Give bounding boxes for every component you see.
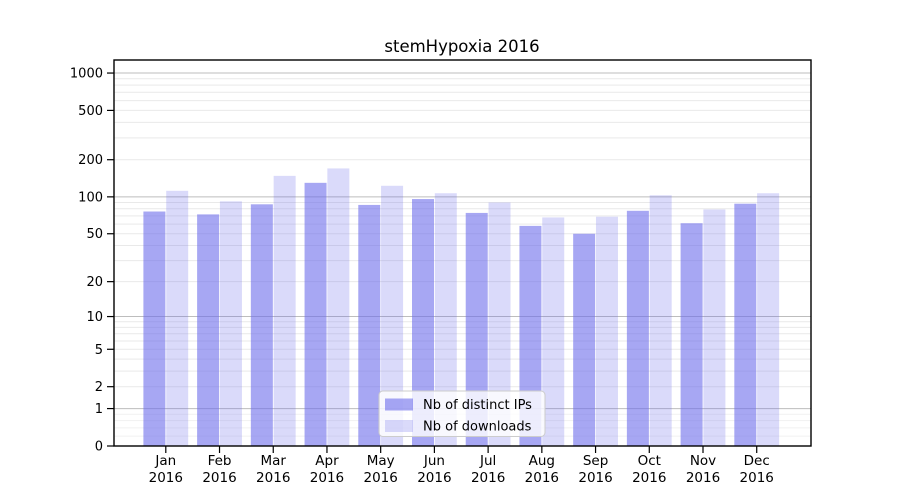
bar-nb-of-distinct-ips-oct <box>626 210 649 446</box>
bar-nb-of-distinct-ips-jul <box>465 212 488 446</box>
x-tick-label-month-mar: Mar <box>260 453 286 469</box>
bar-nb-of-distinct-ips-jan <box>143 211 166 446</box>
legend-label-downloads: Nb of downloads <box>423 420 532 435</box>
plot-border <box>113 59 812 447</box>
x-tick-label-month-jul: Jul <box>479 453 496 469</box>
x-tick-label-month-jun: Jun <box>423 453 445 469</box>
x-tick-label-year-jul: 2016 <box>471 470 505 486</box>
x-tick-label-year-jun: 2016 <box>417 470 451 486</box>
x-tick-label-year-jan: 2016 <box>149 470 183 486</box>
legend-box <box>378 390 546 437</box>
chart-title: stemHypoxia 2016 <box>384 37 539 56</box>
y-tick-label-100: 100 <box>78 190 103 205</box>
x-tick-label-month-aug: Aug <box>529 453 555 469</box>
y-tick-label-20: 20 <box>86 275 103 290</box>
y-tick-label-500: 500 <box>78 104 103 119</box>
x-tick-label-year-apr: 2016 <box>310 470 344 486</box>
bar-nb-of-downloads-sep <box>595 216 618 446</box>
bar-nb-of-distinct-ips-jun <box>412 199 434 446</box>
x-tick-label-month-sep: Sep <box>583 453 608 469</box>
x-tick-label-year-dec: 2016 <box>740 470 774 486</box>
x-tick-label-year-aug: 2016 <box>525 470 559 486</box>
x-tick-label-month-oct: Oct <box>638 453 661 469</box>
x-tick-label-year-feb: 2016 <box>202 470 236 486</box>
legend-swatch-downloads <box>385 420 413 432</box>
x-tick-label-month-dec: Dec <box>744 453 770 469</box>
x-tick-label-month-nov: Nov <box>690 453 716 469</box>
y-tick-label-1: 1 <box>95 402 103 417</box>
y-tick-label-50: 50 <box>86 227 103 242</box>
bar-nb-of-downloads-apr <box>327 168 350 446</box>
y-tick-label-0: 0 <box>95 440 103 455</box>
y-tick-label-200: 200 <box>78 153 103 168</box>
bar-nb-of-distinct-ips-nov <box>680 223 703 446</box>
bar-nb-of-downloads-mar <box>273 175 296 447</box>
legend: Nb of distinct IPs Nb of downloads <box>378 390 546 437</box>
bar-nb-of-downloads-nov <box>703 209 726 446</box>
bar-nb-of-distinct-ips-apr <box>304 182 327 446</box>
x-tick-label-month-apr: Apr <box>315 453 339 469</box>
bar-nb-of-downloads-may <box>381 185 404 446</box>
bar-nb-of-distinct-ips-sep <box>573 233 596 446</box>
x-axis-ticks: Jan2016Feb2016Mar2016Apr2016May2016Jun20… <box>149 446 774 486</box>
bars <box>143 168 780 447</box>
x-tick-label-year-oct: 2016 <box>632 470 666 486</box>
y-axis-ticks: 0 1 2 5 10 20 50 100 200 500 1000 <box>70 67 114 455</box>
x-tick-label-month-may: May <box>367 453 395 469</box>
bar-nb-of-distinct-ips-mar <box>250 204 273 446</box>
bar-nb-of-downloads-aug <box>542 217 565 446</box>
y-tick-label-5: 5 <box>95 343 103 358</box>
legend-swatch-distinct-ips <box>385 398 413 411</box>
legend-label-distinct-ips: Nb of distinct IPs <box>423 398 532 413</box>
x-tick-label-year-may: 2016 <box>364 470 398 486</box>
bar-nb-of-downloads-oct <box>649 195 672 446</box>
bar-nb-of-downloads-jun <box>434 193 457 446</box>
bar-nb-of-downloads-jan <box>166 190 189 446</box>
x-tick-label-year-mar: 2016 <box>256 470 290 486</box>
x-tick-label-month-jan: Jan <box>154 453 176 469</box>
y-tick-label-10: 10 <box>86 310 103 325</box>
bar-nb-of-downloads-dec <box>757 193 780 446</box>
bar-nb-of-distinct-ips-dec <box>734 203 757 446</box>
bar-nb-of-distinct-ips-feb <box>197 214 220 446</box>
x-tick-label-year-nov: 2016 <box>686 470 720 486</box>
bar-nb-of-downloads-jul <box>488 202 511 446</box>
x-tick-label-year-sep: 2016 <box>578 470 612 486</box>
y-tick-label-1000: 1000 <box>70 67 103 82</box>
y-tick-label-2: 2 <box>95 380 103 395</box>
bar-nb-of-distinct-ips-may <box>358 204 381 446</box>
bar-nb-of-downloads-feb <box>219 201 242 446</box>
x-tick-label-month-feb: Feb <box>208 453 232 469</box>
